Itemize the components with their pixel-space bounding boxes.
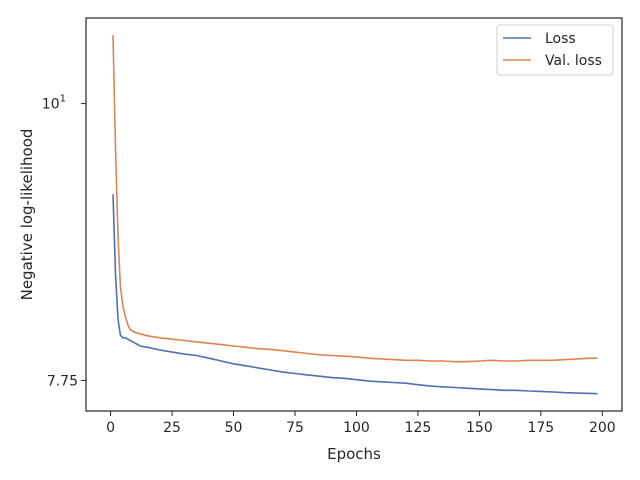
legend-label-val-loss: Val. loss: [545, 53, 602, 69]
y-tick-label: 7.75: [47, 373, 78, 389]
series-line-loss: [112, 194, 598, 395]
legend-label-loss: Loss: [545, 31, 576, 47]
x-tick-label: 200: [589, 420, 616, 436]
y-tick-label: 101: [42, 94, 66, 113]
x-tick-label: 75: [286, 420, 304, 436]
y-axis-label: Negative log-likelihood: [18, 129, 36, 301]
x-tick-label: 125: [405, 420, 432, 436]
x-axis-label: Epochs: [327, 445, 381, 463]
legend: Loss Val. loss: [496, 24, 614, 76]
tick-layer: 0 25 50 75 100 125 150 175 200 7.75 101: [42, 94, 616, 436]
series-layer: [112, 35, 598, 395]
plot-frame: [85, 17, 623, 412]
x-tick-label: 50: [225, 420, 243, 436]
x-tick-label: 150: [466, 420, 493, 436]
x-tick-label: 100: [343, 420, 370, 436]
x-tick-label: 175: [527, 420, 554, 436]
series-line-val-loss: [112, 35, 598, 363]
x-tick-label: 0: [106, 420, 115, 436]
x-tick-label: 25: [163, 420, 181, 436]
